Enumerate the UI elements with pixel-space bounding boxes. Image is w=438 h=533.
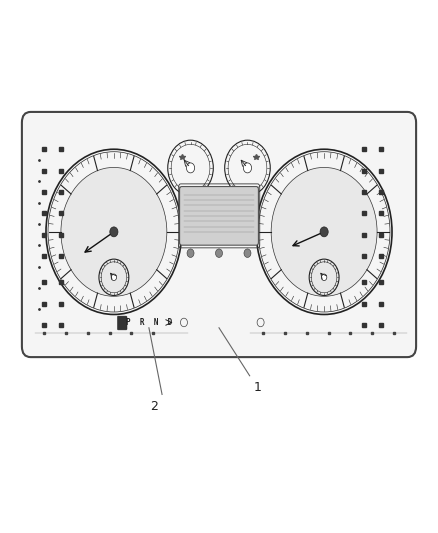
Circle shape	[271, 167, 377, 296]
Circle shape	[61, 167, 167, 296]
FancyBboxPatch shape	[117, 316, 127, 330]
Text: 1: 1	[254, 381, 262, 394]
Circle shape	[320, 227, 328, 237]
Text: 2: 2	[150, 400, 158, 413]
Circle shape	[110, 227, 118, 237]
FancyBboxPatch shape	[180, 187, 258, 245]
Circle shape	[321, 274, 327, 280]
Circle shape	[244, 163, 251, 173]
FancyBboxPatch shape	[22, 112, 416, 357]
Text: P  R  N  D: P R N D	[126, 318, 172, 327]
Circle shape	[215, 249, 223, 257]
Circle shape	[111, 274, 117, 280]
Circle shape	[244, 249, 251, 257]
Circle shape	[187, 163, 194, 173]
Circle shape	[187, 249, 194, 257]
